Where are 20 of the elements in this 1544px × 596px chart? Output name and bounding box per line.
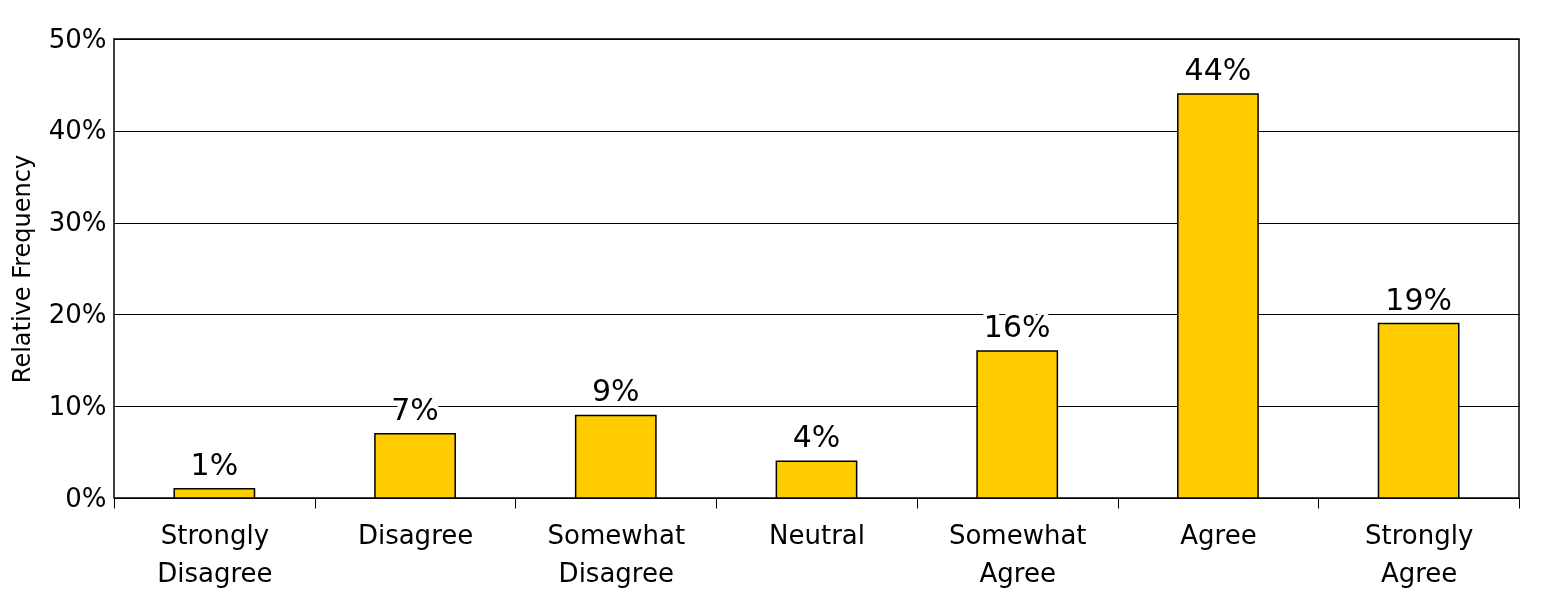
x-tick-label: Disagree — [357, 519, 474, 550]
data-label: 16% — [983, 309, 1051, 345]
data-label: 1% — [190, 446, 239, 482]
y-tick-label: 10% — [48, 390, 107, 421]
x-tick-label: Strongly Agree — [1364, 519, 1474, 588]
x-tick-label: Neutral — [769, 519, 865, 550]
x-tick-label: Somewhat Disagree — [547, 519, 686, 588]
y-axis-title: Relative Frequency — [7, 154, 36, 384]
y-tick-label: 0% — [65, 482, 107, 513]
y-tick-label: 30% — [48, 207, 107, 238]
x-tick-label: Strongly Disagree — [157, 519, 273, 588]
y-tick-label: 40% — [48, 115, 107, 146]
y-tick-label: 20% — [48, 298, 107, 329]
data-label: 19% — [1385, 281, 1452, 317]
x-tick-label: Somewhat Agree — [948, 519, 1087, 588]
x-tick-label: Agree — [1180, 519, 1257, 550]
data-label: 4% — [792, 419, 841, 455]
data-label: 44% — [1184, 52, 1252, 88]
y-tick-label: 50% — [48, 23, 107, 54]
data-label: 9% — [591, 373, 640, 409]
